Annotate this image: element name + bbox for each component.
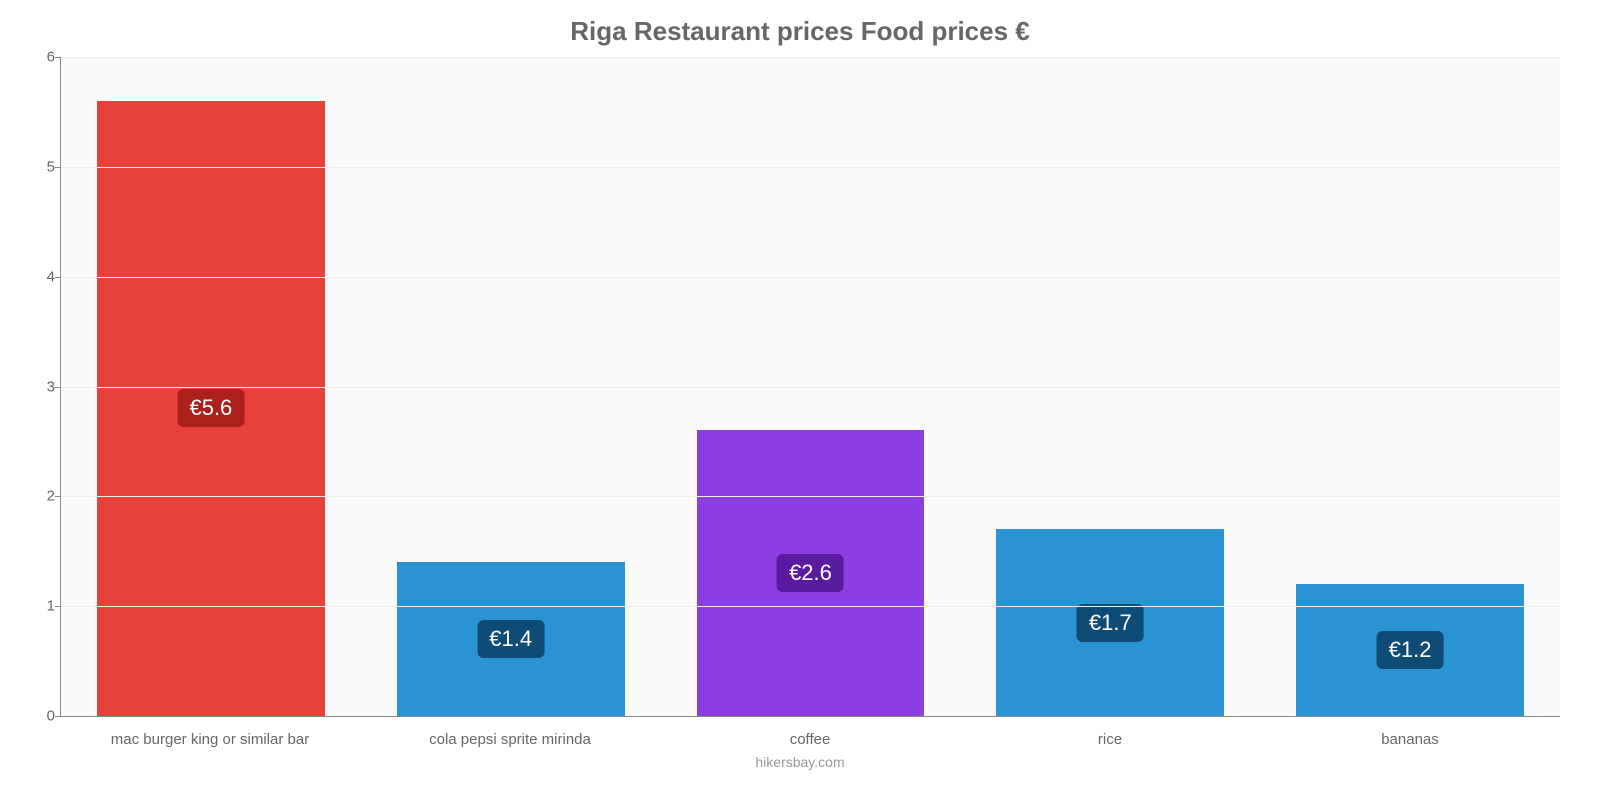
ytick-label: 1 — [33, 598, 55, 615]
ytick-label: 3 — [33, 378, 55, 395]
ytick-mark — [55, 606, 61, 607]
value-badge: €1.7 — [1077, 604, 1144, 642]
price-bar-chart: Riga Restaurant prices Food prices € €5.… — [0, 0, 1600, 800]
bar-rice: €1.7 — [996, 529, 1224, 716]
value-badge: €1.2 — [1377, 631, 1444, 669]
x-label: mac burger king or similar bar — [60, 717, 360, 748]
ytick-label: 0 — [33, 708, 55, 725]
x-label: cola pepsi sprite mirinda — [360, 717, 660, 748]
gridline — [61, 57, 1560, 58]
x-label: bananas — [1260, 717, 1560, 748]
value-badge: €5.6 — [177, 389, 244, 427]
bar-mac-burger: €5.6 — [97, 101, 325, 716]
ytick-mark — [55, 387, 61, 388]
ytick-mark — [55, 496, 61, 497]
gridline — [61, 277, 1560, 278]
gridline — [61, 606, 1560, 607]
gridline — [61, 167, 1560, 168]
x-label: rice — [960, 717, 1260, 748]
gridline — [61, 496, 1560, 497]
plot-area: €5.6 €1.4 €2.6 €1.7 €1.2 — [60, 57, 1560, 717]
chart-title: Riga Restaurant prices Food prices € — [30, 16, 1570, 47]
gridline — [61, 387, 1560, 388]
ytick-mark — [55, 277, 61, 278]
ytick-label: 6 — [33, 49, 55, 66]
ytick-label: 2 — [33, 488, 55, 505]
ytick-mark — [55, 167, 61, 168]
value-badge: €1.4 — [477, 620, 544, 658]
x-axis-labels: mac burger king or similar bar cola peps… — [60, 717, 1560, 748]
ytick-label: 5 — [33, 158, 55, 175]
ytick-mark — [55, 57, 61, 58]
credit-text: hikersbay.com — [30, 754, 1570, 770]
x-label: coffee — [660, 717, 960, 748]
value-badge: €2.6 — [777, 554, 844, 592]
bar-coffee: €2.6 — [697, 430, 925, 716]
bar-bananas: €1.2 — [1296, 584, 1524, 716]
ytick-mark — [55, 716, 61, 717]
bar-cola: €1.4 — [397, 562, 625, 716]
ytick-label: 4 — [33, 268, 55, 285]
